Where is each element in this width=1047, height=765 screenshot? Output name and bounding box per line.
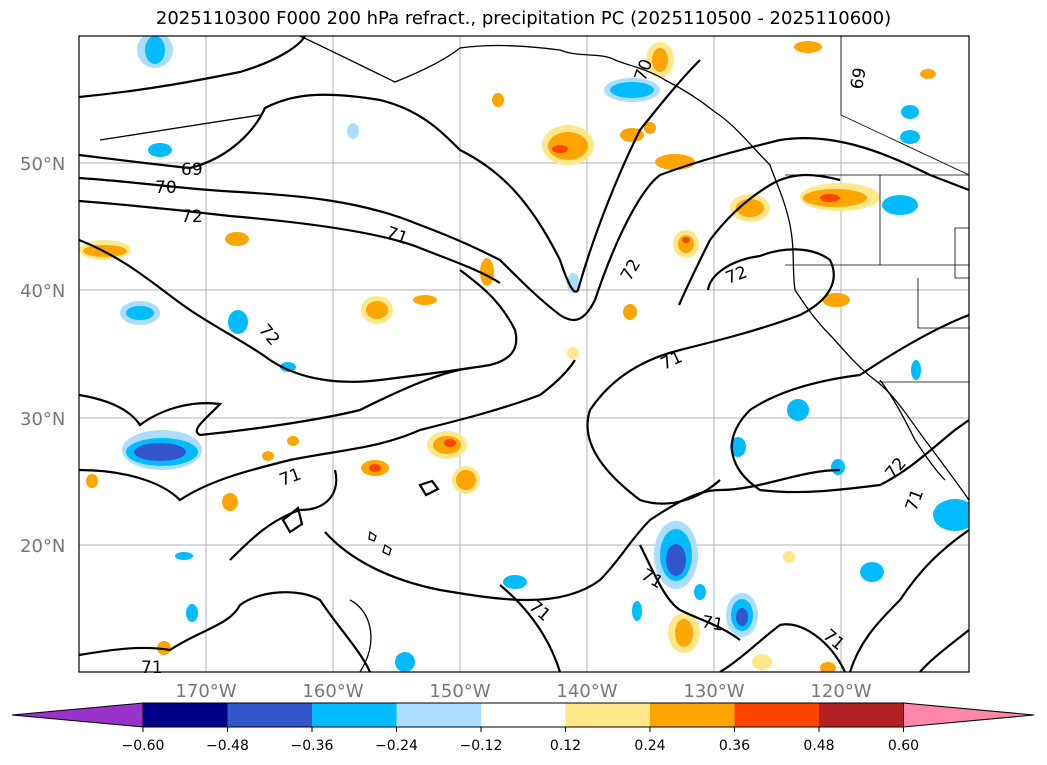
colorbar-tick: 0.12 xyxy=(550,738,581,754)
colorbar-tick: 0.36 xyxy=(719,738,750,754)
colorbar-tick: −0.12 xyxy=(460,738,503,754)
lat-label: 40°N xyxy=(20,281,65,302)
lon-label: 140°W xyxy=(556,681,617,702)
colorbar-tick: 0.48 xyxy=(803,738,834,754)
colorbar-bin xyxy=(143,703,228,727)
colorbar-outline xyxy=(142,702,904,728)
lon-label: 170°W xyxy=(175,681,236,702)
refractivity-contours xyxy=(79,36,969,672)
map-title: 2025110300 F000 200 hPa refract., precip… xyxy=(155,8,892,29)
lon-label: 130°W xyxy=(683,681,744,702)
precip-blobs xyxy=(79,36,969,672)
lat-label: 30°N xyxy=(20,409,65,430)
colorbar-bin xyxy=(734,703,819,727)
contour-label: 72 xyxy=(181,207,203,227)
colorbar-bin xyxy=(396,703,481,727)
contour-label: 69 xyxy=(847,66,870,91)
map-frame xyxy=(78,35,970,673)
colorbar-tick: −0.48 xyxy=(206,738,249,754)
colorbar-bin xyxy=(650,703,735,727)
contour-label: 70 xyxy=(155,178,177,198)
lon-label: 120°W xyxy=(810,681,871,702)
colorbar-tick: −0.24 xyxy=(375,738,418,754)
lat-label: 20°N xyxy=(20,536,65,557)
colorbar: −0.60 −0.48 −0.36 −0.24 −0.12 0.12 0.24 … xyxy=(11,702,1035,754)
colorbar-tick: −0.60 xyxy=(122,738,165,754)
contour-label: 69 xyxy=(181,160,203,180)
colorbar-tick: 0.60 xyxy=(888,738,919,754)
colorbar-extend-high xyxy=(903,702,1035,728)
colorbar-extend-low xyxy=(11,702,144,728)
colorbar-bin xyxy=(481,703,566,727)
colorbar-tick: −0.36 xyxy=(291,738,334,754)
contour-label: 71 xyxy=(700,612,725,635)
colorbar-bin xyxy=(565,703,650,727)
colorbar-bin xyxy=(312,703,397,727)
lon-label: 160°W xyxy=(302,681,363,702)
colorbar-tick: 0.24 xyxy=(634,738,665,754)
colorbar-bin xyxy=(227,703,312,727)
gridlines xyxy=(79,36,969,672)
contour-label: 71 xyxy=(141,658,163,678)
lat-label: 50°N xyxy=(20,154,65,175)
lon-label: 150°W xyxy=(429,681,490,702)
map-background xyxy=(79,36,969,672)
colorbar-bin xyxy=(819,703,904,727)
